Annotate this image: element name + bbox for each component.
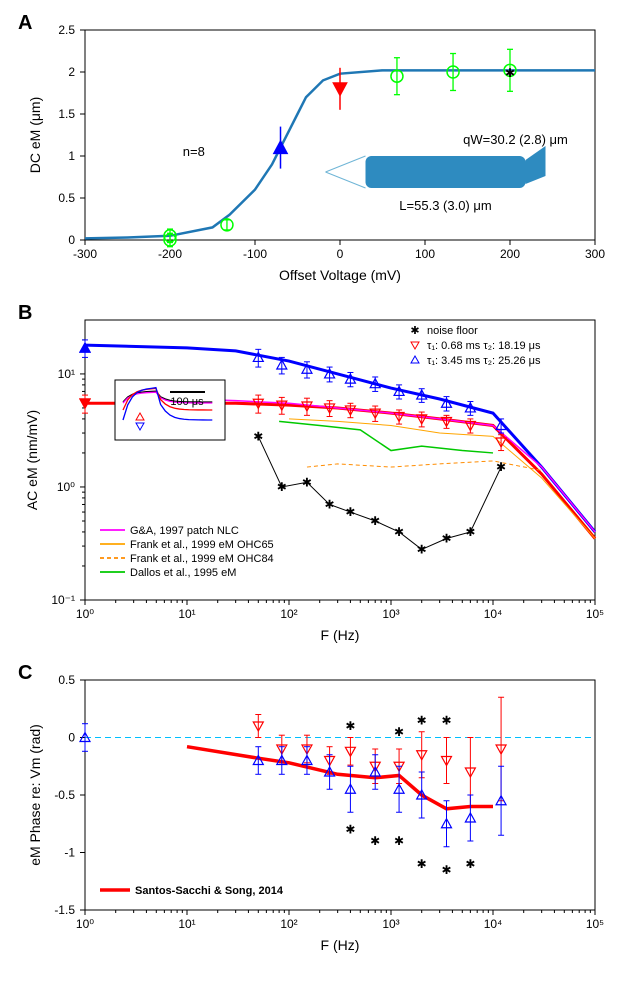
svg-text:✱: ✱ <box>496 460 506 474</box>
svg-text:✱: ✱ <box>345 823 355 837</box>
svg-text:0: 0 <box>68 233 75 247</box>
svg-text:✱: ✱ <box>325 497 335 511</box>
svg-text:eM Phase re: Vm (rad): eM Phase re: Vm (rad) <box>27 724 43 866</box>
svg-text:✱: ✱ <box>394 725 404 739</box>
svg-text:-0.5: -0.5 <box>54 788 75 802</box>
svg-text:200: 200 <box>500 247 520 261</box>
svg-text:✱: ✱ <box>441 863 451 877</box>
svg-text:✱: ✱ <box>465 857 475 871</box>
svg-text:10³: 10³ <box>382 917 399 931</box>
svg-text:qW=30.2 (2.8) μm: qW=30.2 (2.8) μm <box>463 132 568 147</box>
svg-text:10¹: 10¹ <box>178 917 195 931</box>
panel-b-label: B <box>18 302 32 325</box>
svg-text:✱: ✱ <box>277 480 287 494</box>
svg-text:noise floor: noise floor <box>427 325 478 337</box>
svg-text:n=8: n=8 <box>183 144 205 159</box>
svg-text:F (Hz): F (Hz) <box>321 937 360 953</box>
svg-text:0: 0 <box>337 247 344 261</box>
panel-b-chart: 10⁰10¹10²10³10⁴10⁵10⁻¹10⁰10¹F (Hz)AC eM … <box>10 300 615 650</box>
svg-text:τ₁: 3.45 ms τ₂: 25.26 μs: τ₁: 3.45 ms τ₂: 25.26 μs <box>427 355 541 367</box>
svg-text:✱: ✱ <box>441 532 451 546</box>
figure: A -300 -200 -100 0 100 200 300 0 0.5 1 1.5 2 2.5 Offs… <box>10 10 615 960</box>
svg-text:✱: ✱ <box>370 514 380 528</box>
svg-text:10²: 10² <box>280 917 297 931</box>
svg-text:10⁵: 10⁵ <box>586 607 604 621</box>
svg-text:Frank et al., 1999 eM OHC65: Frank et al., 1999 eM OHC65 <box>130 539 274 551</box>
svg-text:-300: -300 <box>73 247 97 261</box>
svg-text:10³: 10³ <box>382 607 399 621</box>
panel-b: B 10⁰10¹10²10³10⁴10⁵10⁻¹10⁰10¹F (Hz)AC e… <box>10 300 615 650</box>
panel-a-label: A <box>18 12 32 35</box>
svg-text:✱: ✱ <box>253 429 263 443</box>
svg-text:Santos-Sacchi & Song, 2014: Santos-Sacchi & Song, 2014 <box>135 885 284 897</box>
svg-text:DC eM (μm): DC eM (μm) <box>27 97 43 174</box>
svg-text:0: 0 <box>68 731 75 745</box>
svg-text:10²: 10² <box>280 607 297 621</box>
svg-text:10⁵: 10⁵ <box>586 917 604 931</box>
svg-text:10⁻¹: 10⁻¹ <box>51 593 75 607</box>
svg-text:10⁰: 10⁰ <box>76 607 94 621</box>
svg-text:L=55.3 (3.0) μm: L=55.3 (3.0) μm <box>399 198 491 213</box>
svg-text:2: 2 <box>68 65 75 79</box>
svg-text:✱: ✱ <box>345 505 355 519</box>
panel-a: A -300 -200 -100 0 100 200 300 0 0.5 1 1.5 2 2.5 Offs… <box>10 10 615 290</box>
svg-text:✱: ✱ <box>394 525 404 539</box>
svg-text:✱: ✱ <box>302 475 312 489</box>
svg-text:-1.5: -1.5 <box>54 903 75 917</box>
svg-text:✱: ✱ <box>370 834 380 848</box>
svg-text:F (Hz): F (Hz) <box>321 627 360 643</box>
svg-text:0.5: 0.5 <box>58 191 75 205</box>
panel-c-chart: 10⁰ 10¹ 10² 10³ 10⁴ 10⁵ -1.5 -1 -0.5 0 0.5 F (Hz) eM… <box>10 660 615 960</box>
svg-text:10⁴: 10⁴ <box>484 917 503 931</box>
svg-text:1: 1 <box>68 149 75 163</box>
svg-text:0.5: 0.5 <box>58 673 75 687</box>
svg-text:10⁰: 10⁰ <box>57 480 75 494</box>
svg-text:✱: ✱ <box>410 325 419 337</box>
svg-text:✱: ✱ <box>465 525 475 539</box>
svg-text:✱: ✱ <box>345 719 355 733</box>
svg-text:10¹: 10¹ <box>178 607 195 621</box>
svg-text:1.5: 1.5 <box>58 107 75 121</box>
svg-text:10¹: 10¹ <box>58 367 75 381</box>
svg-text:✱: ✱ <box>394 834 404 848</box>
panel-c-label: C <box>18 662 32 685</box>
svg-text:Frank et al., 1999 eM OHC84: Frank et al., 1999 eM OHC84 <box>130 553 274 565</box>
svg-text:-1: -1 <box>64 846 75 860</box>
svg-text:10⁴: 10⁴ <box>484 607 503 621</box>
svg-text:10⁰: 10⁰ <box>76 917 94 931</box>
svg-text:τ₁: 0.68 ms τ₂: 18.19 μs: τ₁: 0.68 ms τ₂: 18.19 μs <box>427 340 541 352</box>
svg-text:-100: -100 <box>243 247 267 261</box>
svg-text:300: 300 <box>585 247 605 261</box>
panel-c: C 10⁰ 10¹ 10² 10³ 10⁴ 10⁵ -1.5 -1 -0.5 0 0.5 F (Hz)… <box>10 660 615 960</box>
svg-text:100 μs: 100 μs <box>170 396 204 408</box>
svg-text:100: 100 <box>415 247 435 261</box>
svg-text:Dallos et al., 1995 eM: Dallos et al., 1995 eM <box>130 567 236 579</box>
svg-text:Offset Voltage (mV): Offset Voltage (mV) <box>279 267 401 283</box>
svg-text:2.5: 2.5 <box>58 23 75 37</box>
panel-a-chart: -300 -200 -100 0 100 200 300 0 0.5 1 1.5 2 2.5 Offset… <box>10 10 615 290</box>
svg-text:AC eM (nm/mV): AC eM (nm/mV) <box>24 410 40 510</box>
svg-text:-200: -200 <box>158 247 182 261</box>
svg-text:✱: ✱ <box>417 713 427 727</box>
svg-text:G&A, 1997 patch NLC: G&A, 1997 patch NLC <box>130 525 239 537</box>
svg-text:✱: ✱ <box>441 713 451 727</box>
svg-text:✱: ✱ <box>505 66 515 80</box>
svg-text:✱: ✱ <box>417 857 427 871</box>
svg-text:✱: ✱ <box>417 542 427 556</box>
